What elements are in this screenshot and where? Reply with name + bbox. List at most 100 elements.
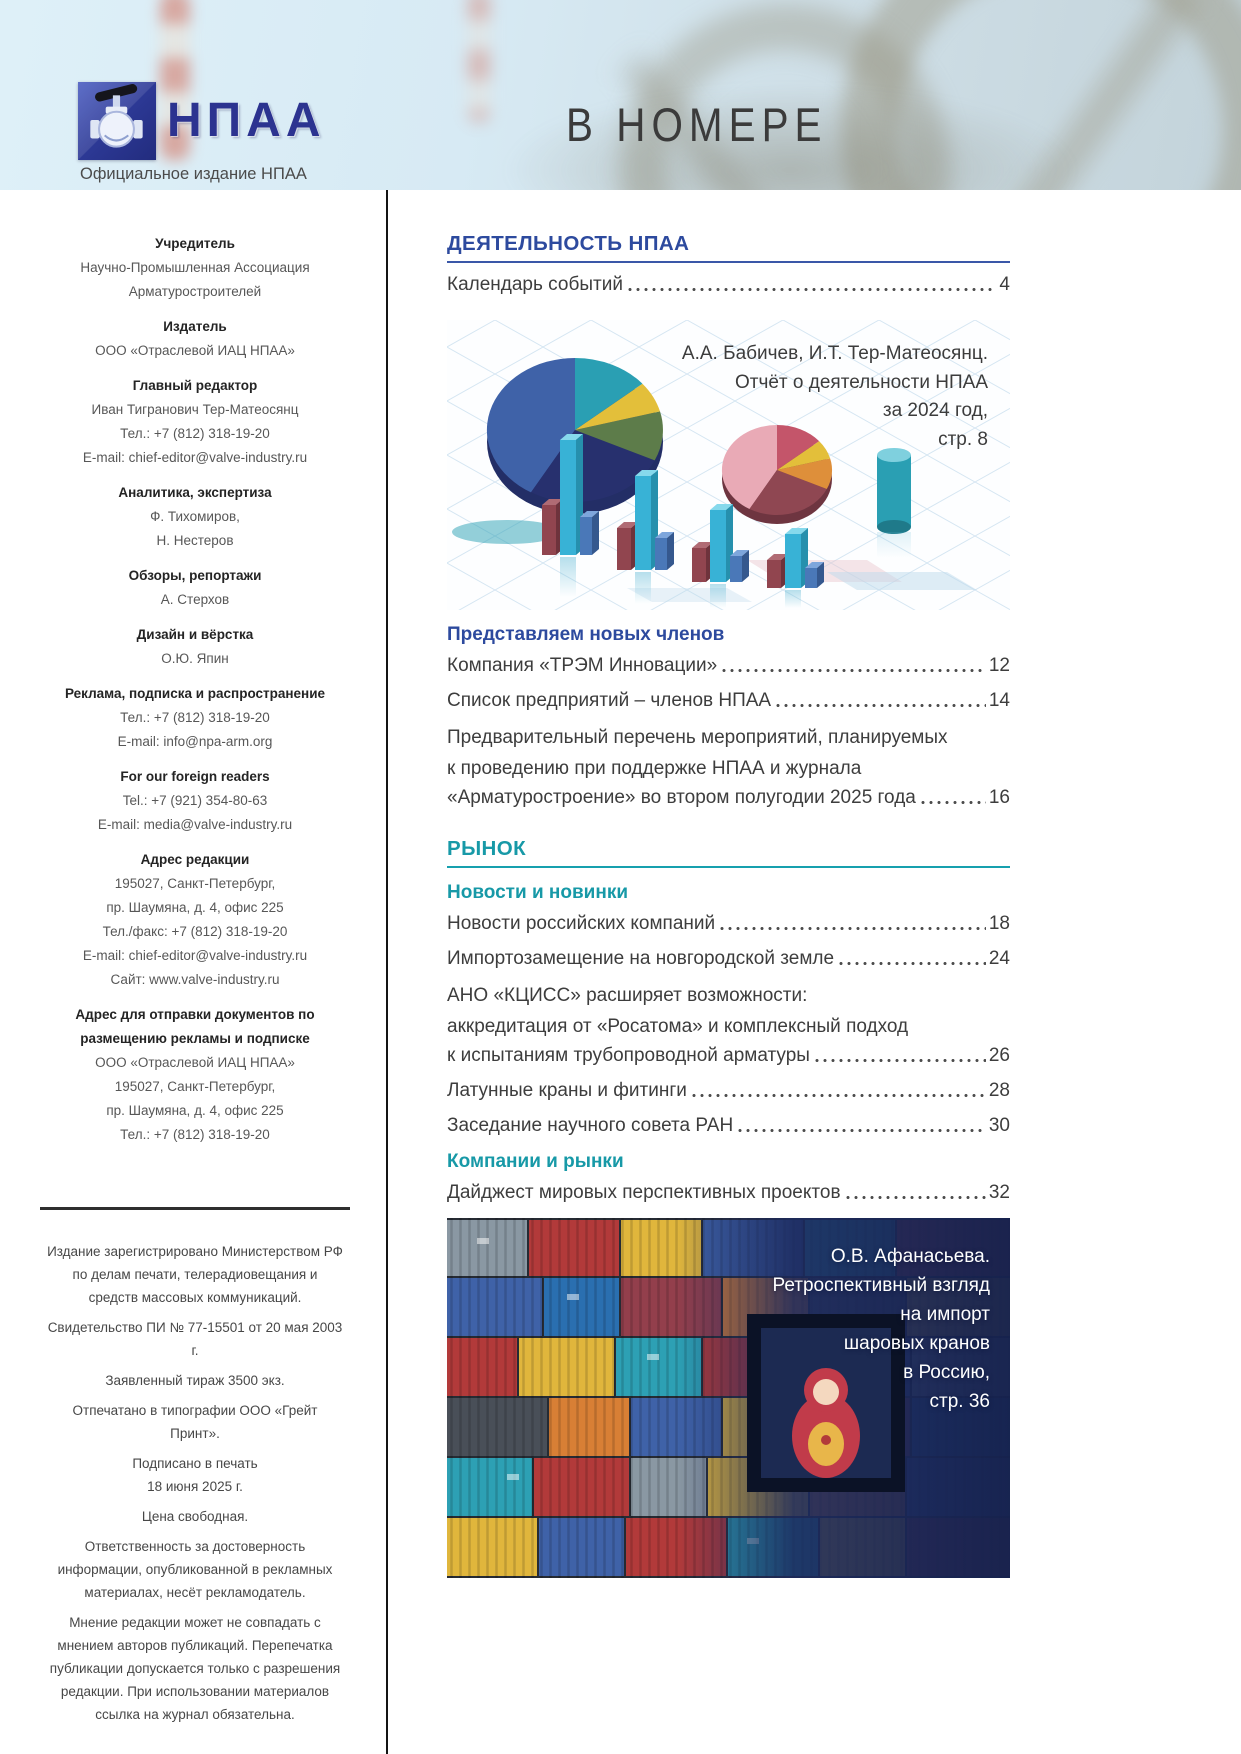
toc-entry-title: Календарь событий: [447, 274, 623, 295]
toc-list-top: ДЕЯТЕЛЬНОСТЬ НПАА Календарь событий 4: [447, 232, 1010, 296]
toc-entry[interactable]: Дайджест мировых перспективных проектов …: [447, 1182, 1010, 1204]
toc-entry-title: Список предприятий – членов НПАА: [447, 690, 772, 711]
imprint-line: Научно-Промышленная Ассоциация: [80, 260, 310, 275]
imprint-line: Тел./факс: +7 (812) 318-19-20: [102, 924, 288, 939]
legal-paragraph: Мнение редакции может не совпадать с мне…: [49, 1615, 341, 1722]
imprint-heading: Главный редактор: [132, 378, 258, 393]
imprint-heading: Учредитель: [155, 236, 235, 251]
toc-page-number: 14: [988, 690, 1010, 711]
toc-section-heading: РЫНОК: [447, 837, 1010, 868]
toc-subheading: Новости и новинки: [447, 882, 629, 903]
imprint-line: Тел.: +7 (812) 318-19-20: [120, 426, 270, 441]
imprint-line: Тел.: +7 (812) 318-19-20: [120, 710, 270, 725]
imprint-line: Tel.: +7 (921) 354-80-63: [122, 793, 268, 808]
imprint-line: Сайт: www.valve-industry.ru: [110, 972, 280, 987]
caption-line: на импорт: [900, 1304, 990, 1325]
containers-illustration: [447, 1218, 1010, 1578]
imports-article-figure: О.В. Афанасьева. Ретроспективный взгляд на…: [447, 1218, 1010, 1578]
toc-list-main: Представляем новых членов Компания «ТРЭМ…: [447, 624, 1010, 1204]
dot-leader: [918, 799, 986, 805]
logo-text: НПАА: [167, 94, 326, 147]
imprint-line: 195027, Санкт-Петербург,: [114, 1079, 276, 1094]
toc-page-number: 28: [988, 1080, 1010, 1101]
imprint-heading: Издатель: [163, 319, 227, 334]
figure-caption: А.А. Бабичев, И.Т. Тер-Матеосянц. Отчёт о…: [682, 340, 988, 454]
imprint-line: E-mail: chief-editor@valve-industry.ru: [82, 948, 308, 963]
activity-report-figure: А.А. Бабичев, И.Т. Тер-Матеосянц. Отчёт о…: [447, 320, 1010, 610]
imprint-line: А. Стерхов: [160, 592, 230, 607]
toc-entry[interactable]: к испытаниям трубопроводной арматуры 26: [447, 1045, 1010, 1067]
imprint-line: Тел.: +7 (812) 318-19-20: [120, 1127, 270, 1142]
toc-entry-line: к проведению при поддержке НПАА и журнал…: [447, 758, 862, 779]
dot-leader: [736, 1127, 986, 1133]
caption-line: шаровых кранов: [843, 1333, 990, 1354]
toc-page-number: 4: [999, 274, 1010, 295]
caption-line: Отчёт о деятельности НПАА: [734, 371, 988, 393]
dot-leader: [812, 1057, 986, 1063]
legal-notes: Издание зарегистрировано Министерством Р…: [40, 1240, 350, 1726]
toc-page-number: 16: [988, 787, 1010, 808]
toc-entry-line: Предварительный перечень мероприятий, пл…: [447, 727, 948, 748]
toc-entry[interactable]: Компания «ТРЭМ Инновации» 12: [447, 655, 1010, 677]
toc-page-number: 26: [988, 1045, 1010, 1066]
imprint-line: E-mail: media@valve-industry.ru: [97, 817, 293, 832]
toc-entry[interactable]: «Арматуростроение» во втором полугодии 2…: [447, 787, 1010, 809]
dot-leader: [720, 667, 986, 673]
caption-line: в Россию,: [903, 1362, 990, 1383]
npaa-logo: НПАА: [78, 82, 326, 160]
dot-leader: [718, 925, 986, 931]
caption-line: стр. 36: [929, 1391, 990, 1412]
dot-leader: [774, 702, 986, 708]
toc-entry-title: Заседание научного совета РАН: [447, 1115, 734, 1136]
toc-entry[interactable]: Календарь событий 4: [447, 274, 1010, 296]
toc-entry-title: Новости российских компаний: [447, 913, 716, 934]
imprint-line: ООО «Отраслевой ИАЦ НПАА»: [95, 343, 295, 358]
toc-entry-title: Латунные краны и фитинги: [447, 1080, 687, 1101]
caption-line: за 2024 год,: [882, 400, 988, 421]
toc-entry-line: аккредитация от «Росатома» и комплексный…: [447, 1016, 909, 1037]
imprint-heading: Адрес для отправки документов по размеще…: [75, 1007, 315, 1046]
toc-page-number: 24: [988, 948, 1010, 969]
tagline: Официальное издание НПАА: [80, 165, 307, 183]
valve-icon: [78, 82, 156, 160]
header: НПАА Официальное издание НПАА В НОМЕРЕ: [0, 0, 1241, 190]
imprint-line: E-mail: chief-editor@valve-industry.ru: [82, 450, 308, 465]
photo-shadow-decor: [500, 85, 1080, 190]
toc-entry[interactable]: Импортозамещение на новгородской земле 2…: [447, 948, 1010, 970]
toc-entry[interactable]: Латунные краны и фитинги 28: [447, 1080, 1010, 1102]
legal-paragraph: Заявленный тираж 3500 экз.: [105, 1373, 285, 1388]
imprint-line: Иван Тигранович Тер-Матеосянц: [91, 402, 299, 417]
toc-entry[interactable]: Заседание научного совета РАН 30: [447, 1115, 1010, 1137]
toc-page-number: 32: [988, 1182, 1010, 1203]
dot-leader: [625, 286, 997, 292]
legal-paragraph: Издание зарегистрировано Министерством Р…: [47, 1244, 343, 1305]
imprint-heading: For our foreign readers: [120, 769, 270, 784]
chimney-decor: [160, 0, 190, 162]
toc-entry-title: Дайджест мировых перспективных проектов: [447, 1182, 841, 1203]
toc-entry-line: АНО «КЦИСС» расширяет возможности:: [447, 985, 808, 1006]
caption-line: О.В. Афанасьева.: [830, 1246, 990, 1267]
imprint-blocks: Учредитель Научно-Промышленная Ассоциация…: [40, 232, 350, 1147]
toc-entry[interactable]: Список предприятий – членов НПАА 14: [447, 690, 1010, 712]
imprint-line: Арматуростроителей: [128, 284, 262, 299]
dot-leader: [837, 960, 986, 966]
toc-entry[interactable]: Новости российских компаний 18: [447, 913, 1010, 935]
caption-line: стр. 8: [938, 428, 988, 450]
imprint-line: 195027, Санкт-Петербург,: [114, 876, 276, 891]
legal-paragraph: Отпечатано в типографии ООО «Грейт Принт…: [72, 1403, 318, 1441]
imprint-line: пр. Шаумяна, д. 4, офис 225: [106, 1103, 284, 1118]
imprint-line: ООО «Отраслевой ИАЦ НПАА»: [95, 1055, 295, 1070]
figure-caption: О.В. Афанасьева. Ретроспективный взгляд на…: [772, 1242, 990, 1416]
imprint-line: Н. Нестеров: [156, 533, 234, 548]
imprint-heading: Адрес редакции: [140, 852, 250, 867]
sidebar: Учредитель Научно-Промышленная Ассоциация…: [0, 190, 388, 1754]
dot-leader: [689, 1092, 986, 1098]
chimney-decor: [468, 0, 490, 122]
toc-column: ДЕЯТЕЛЬНОСТЬ НПАА Календарь событий 4: [388, 190, 1241, 1754]
charts-illustration: [447, 320, 1010, 610]
toc-section-heading: ДЕЯТЕЛЬНОСТЬ НПАА: [447, 232, 1010, 263]
imprint-line: О.Ю. Япин: [161, 651, 229, 666]
imprint-line: Ф. Тихомиров,: [150, 509, 240, 524]
imprint-heading: Аналитика, экспертиза: [118, 485, 272, 500]
toc-page-number: 12: [988, 655, 1010, 676]
